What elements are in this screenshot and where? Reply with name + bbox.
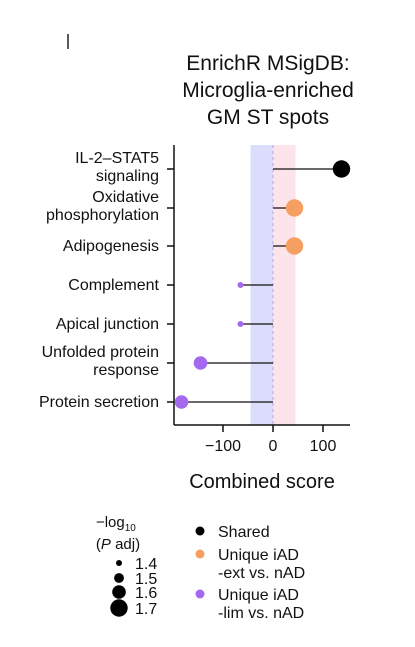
category-label-5: Unfolded protein response [42, 344, 160, 379]
category-labels: IL-2–STAT5 signaling Oxidative phosphorylat… [39, 150, 160, 411]
group-legend-marker-1 [195, 549, 205, 559]
group-legend-label-0: Shared [218, 524, 270, 541]
size-legend-dot-2 [112, 585, 126, 599]
size-legend-label-0: 1.4 [135, 556, 157, 573]
lollipop-stems [181, 168, 342, 403]
size-legend-dot-1 [114, 573, 124, 583]
dot-1 [285, 199, 304, 217]
category-label-6: Protein secretion [39, 394, 159, 411]
category-label-1: Oxidative phosphorylation [46, 189, 159, 224]
x-tick-label-0: −100 [205, 438, 241, 455]
group-legend: Shared Unique iAD -ext vs. nAD Unique iAD -l… [195, 524, 305, 622]
group-legend-marker-2 [195, 589, 205, 599]
group-legend-label-1: Unique iAD -ext vs. nAD [218, 547, 305, 582]
x-axis-title: Combined score [189, 471, 335, 493]
category-label-0: IL-2–STAT5 signaling [75, 150, 159, 185]
dot-3 [237, 282, 244, 288]
y-axis-ticks [167, 168, 174, 403]
category-label-2: Adipogenesis [63, 238, 159, 255]
dot-5 [193, 356, 208, 370]
dot-4 [237, 321, 244, 327]
size-legend-items: 1.41.51.61.7 [110, 556, 157, 618]
title-line-2: Microglia-enriched [182, 79, 354, 102]
lollipop-dots [174, 160, 351, 409]
group-legend-label-2: Unique iAD -lim vs. nAD [218, 587, 304, 622]
category-label-3: Complement [68, 277, 159, 294]
size-legend: −log10 (P adj) 1.41.51.61.7 [96, 514, 157, 618]
x-tick-label-1: 0 [269, 438, 278, 455]
x-axis-ticks: −100 0 100 [205, 425, 336, 455]
size-legend-label-3: 1.7 [135, 601, 157, 618]
dot-6 [174, 395, 189, 409]
size-legend-title: −log10 (P adj) [96, 514, 140, 553]
size-legend-dot-3 [110, 599, 128, 617]
shaded-band-1 [273, 145, 296, 425]
title-line-1: EnrichR MSigDB: [186, 52, 349, 75]
chart-title: EnrichR MSigDB: Microglia-enriched GM ST… [182, 52, 354, 129]
size-legend-label-2: 1.6 [135, 585, 157, 602]
title-line-3: GM ST spots [207, 106, 329, 129]
dot-2 [285, 237, 304, 255]
dot-0 [332, 160, 351, 178]
x-tick-label-2: 100 [310, 438, 337, 455]
size-legend-dot-0 [116, 560, 122, 566]
size-legend-label-1: 1.5 [135, 571, 157, 588]
group-legend-marker-0 [195, 526, 205, 536]
category-label-4: Apical junction [56, 316, 159, 333]
